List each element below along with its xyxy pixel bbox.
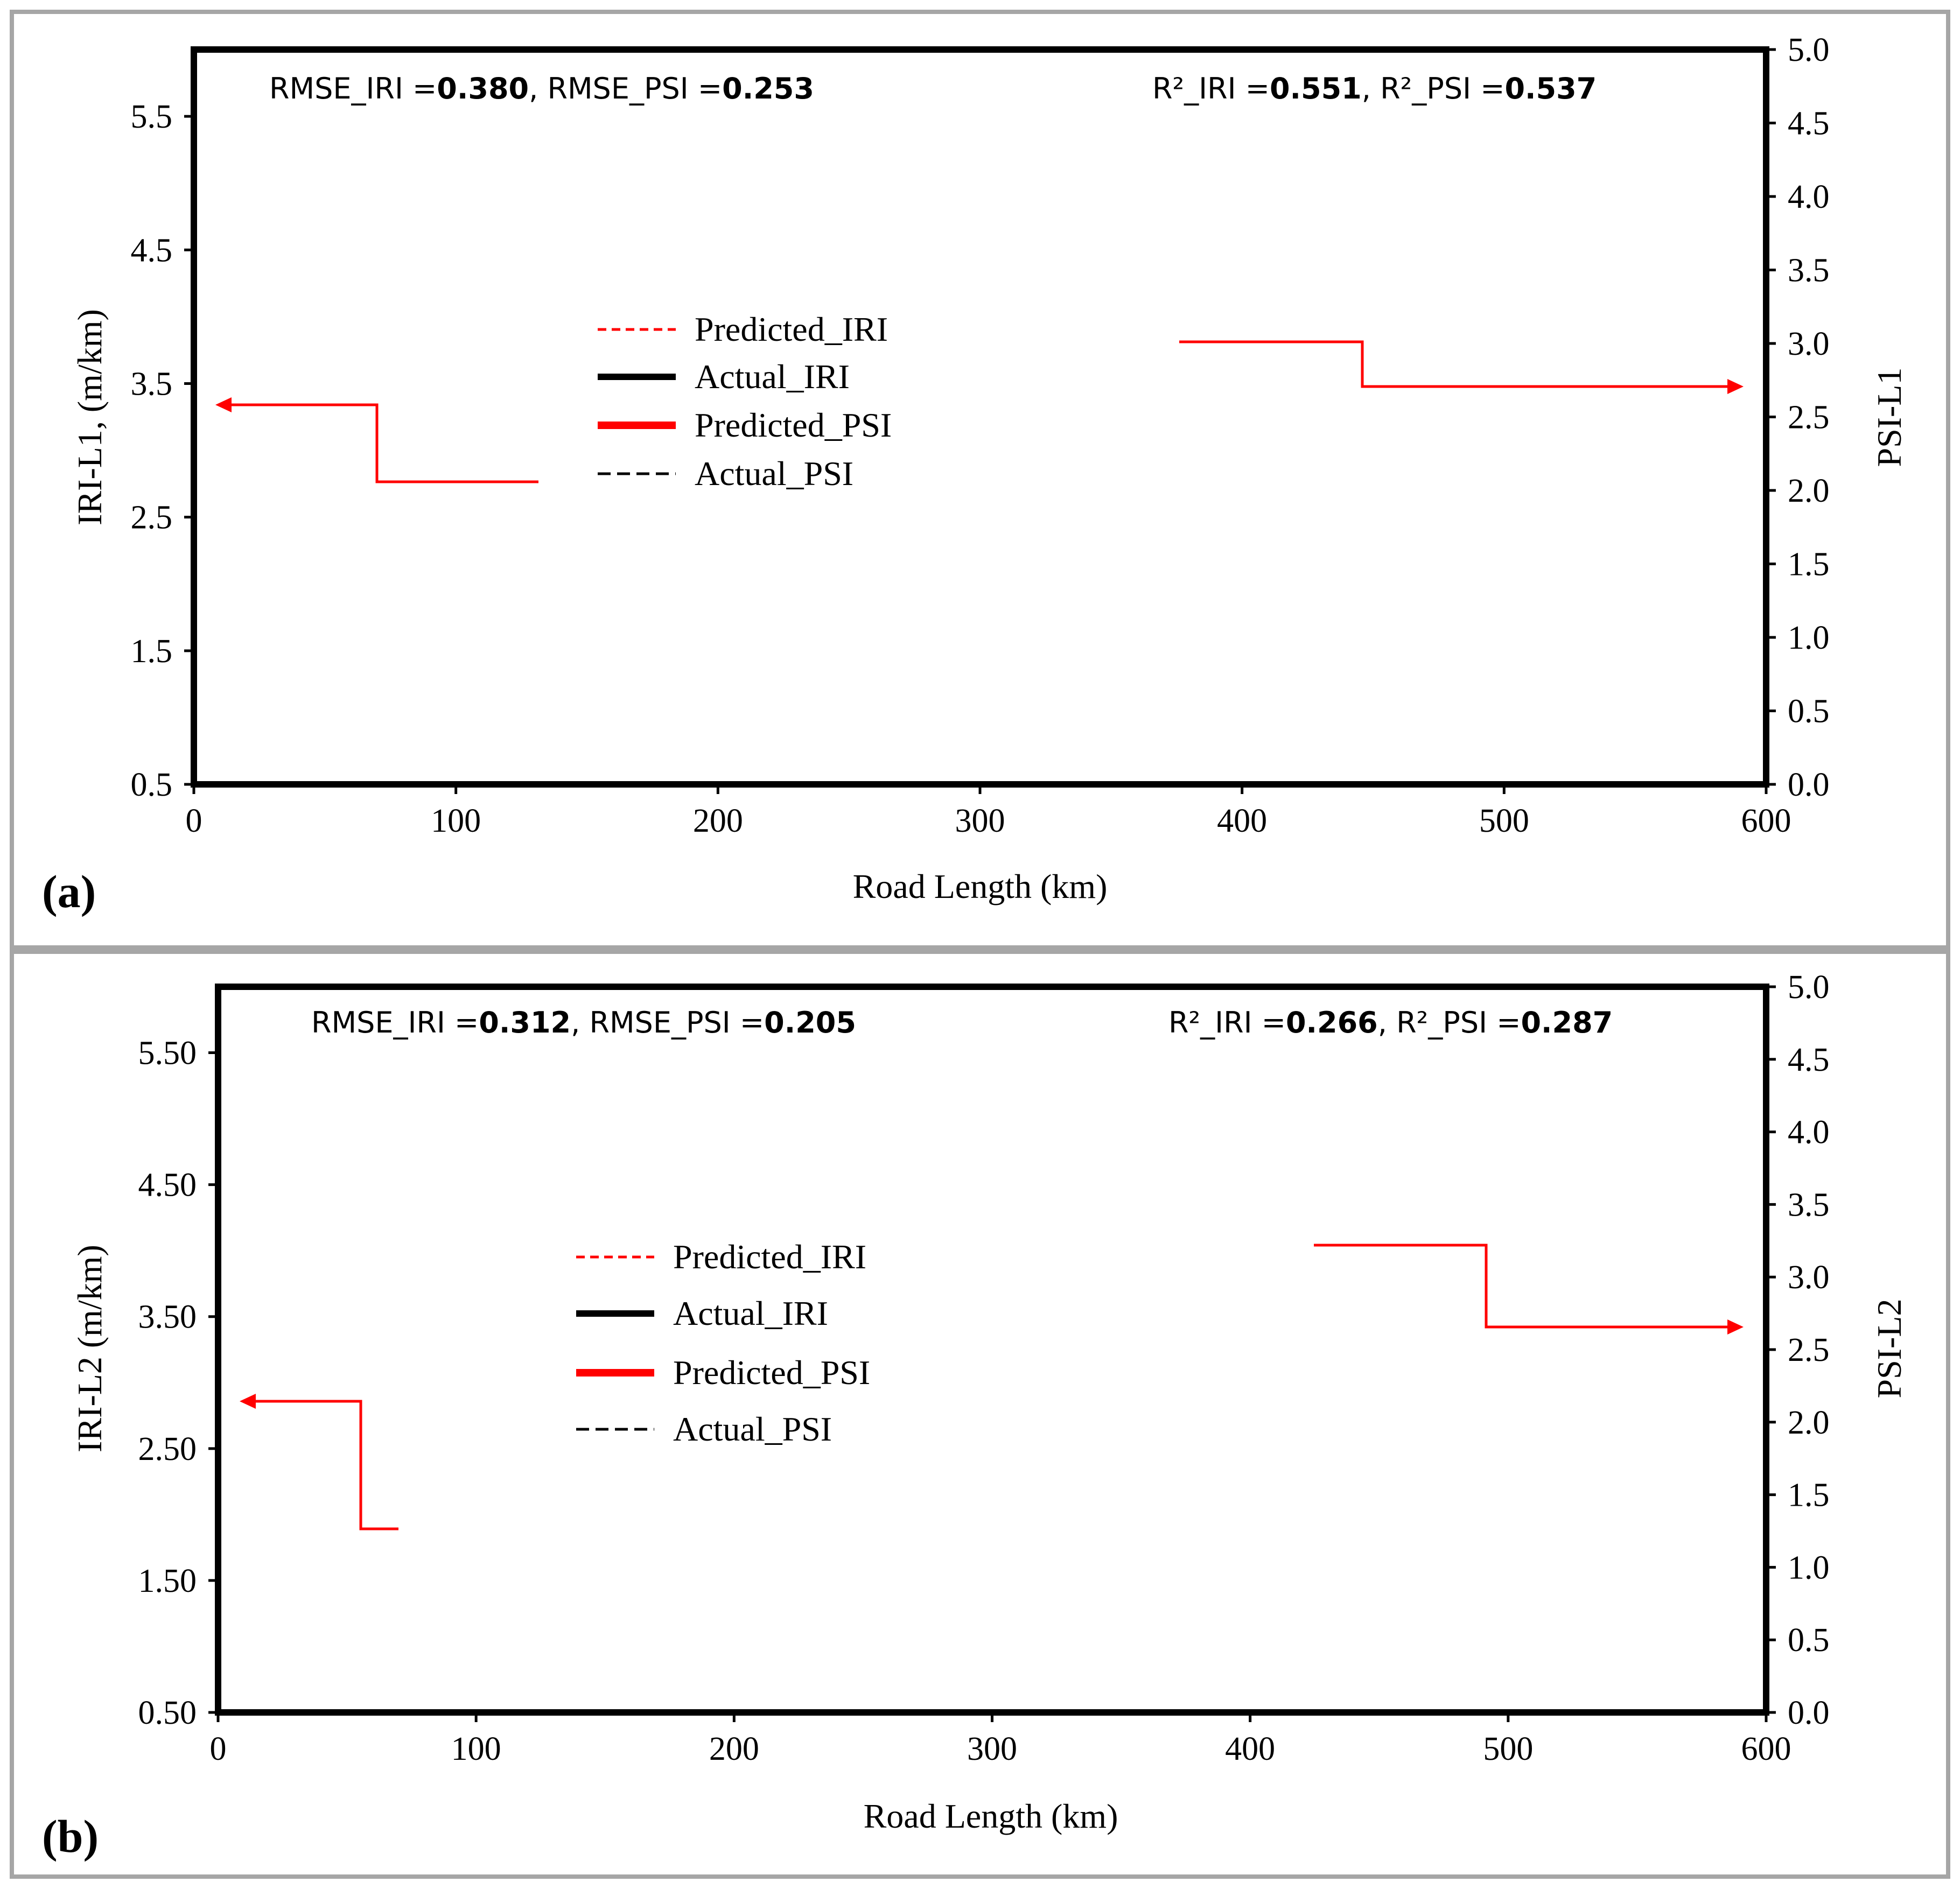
x-tick-label: 300 (955, 803, 1005, 839)
x-tick-label: 400 (1217, 803, 1267, 839)
x-tick-label: 0 (210, 1731, 227, 1767)
y2-tick-label: 4.0 (1788, 1114, 1830, 1151)
y2-tick-label: 4.5 (1788, 106, 1830, 142)
panel-b-rmse-iri-label: RMSE_IRI = (311, 1006, 479, 1040)
y-tick-label: 4.50 (138, 1167, 197, 1204)
y2-tick-label: 0.5 (1788, 1622, 1830, 1659)
panel-b-r2-iri-value: 0.266 (1286, 1006, 1378, 1040)
y-tick-label: 5.50 (138, 1035, 197, 1072)
panel-a-y2-axis-title: PSI-L1 (1870, 368, 1908, 467)
panel-b-y-axis-title: IRI-L2 (m/km) (71, 1245, 109, 1452)
y-tick-label: 0.5 (131, 767, 173, 803)
panel-b-rmse-text: RMSE_IRI =0.312, RMSE_PSI =0.205 (311, 1006, 856, 1040)
panel-a-psi-axis-arrow (1179, 340, 1744, 394)
panel-b-x-axis-title: Road Length (km) (864, 1797, 1118, 1835)
y2-tick-label: 0.0 (1788, 767, 1830, 803)
x-tick-label: 600 (1741, 803, 1791, 839)
panel-b-r2-psi-value: 0.287 (1521, 1006, 1613, 1040)
x-tick-label: 0 (186, 803, 202, 839)
panel-a-rmse-iri-label: RMSE_IRI = (269, 72, 437, 106)
x-tick-label: 100 (451, 1731, 501, 1767)
panel-b-legend: Predicted_IRI Actual_IRI Predicted_PSI A… (576, 1238, 870, 1448)
y-tick-label: 1.5 (131, 633, 173, 670)
panel-a-r2-iri-label: R²_IRI = (1152, 72, 1270, 106)
y2-tick-label: 3.0 (1788, 1259, 1830, 1296)
panel-a-rmse-psi-label: , RMSE_PSI = (529, 72, 722, 106)
panel-a-plot-area (191, 46, 1769, 788)
y-tick-label: 1.50 (138, 1563, 197, 1599)
x-tick-label: 600 (1741, 1731, 1791, 1767)
panel-a-r2-text: R²_IRI =0.551, R²_PSI =0.537 (1152, 72, 1597, 106)
panel-a-label: (a) (42, 866, 96, 917)
y2-tick-label: 3.5 (1788, 252, 1830, 289)
panel-a-rmse-psi-value: 0.253 (722, 72, 814, 106)
panel-b-rmse-iri-value: 0.312 (479, 1006, 571, 1040)
y2-tick-label: 2.5 (1788, 399, 1830, 436)
panel-b-psi-axis-arrow (1314, 1244, 1744, 1335)
panel-b-rmse-psi-value: 0.205 (764, 1006, 856, 1040)
legend-label-actual-psi: Actual_PSI (695, 454, 853, 493)
y2-tick-label: 1.5 (1788, 1477, 1830, 1514)
y2-tick-label: 1.0 (1788, 1549, 1830, 1586)
panel-a-rmse-text: RMSE_IRI =0.380, RMSE_PSI =0.253 (269, 72, 814, 106)
legend-label-predicted-psi: Predicted_PSI (673, 1353, 870, 1392)
panel-a-r2-iri-value: 0.551 (1270, 72, 1362, 106)
y-tick-label: 2.50 (138, 1431, 197, 1467)
panel-a-legend: Predicted_IRI Actual_IRI Predicted_PSI A… (598, 310, 892, 493)
legend-label-predicted-iri: Predicted_IRI (673, 1238, 866, 1276)
y-tick-label: 5.5 (131, 99, 173, 135)
panel-a-r2-psi-value: 0.537 (1504, 72, 1597, 106)
x-tick-label: 500 (1483, 1731, 1533, 1767)
panel-a-ticks: 0 100 200 300 400 500 600 0.5 1.5 2.5 3.5 4.5 5.5 0.0… (131, 32, 1830, 839)
panel-b-ticks: 0 100 200 300 400 500 600 0.50 1.50 2.50 3.50 4.50 5… (138, 969, 1830, 1767)
y-tick-label: 0.50 (138, 1695, 197, 1731)
y2-tick-label: 4.5 (1788, 1042, 1830, 1078)
panel-b: 0 100 200 300 400 500 600 0.50 1.50 2.50 3.50 4.50 5… (10, 950, 1950, 1879)
y2-tick-label: 2.5 (1788, 1332, 1830, 1368)
panel-a-x-axis-title: Road Length (km) (853, 867, 1108, 905)
y2-tick-label: 5.0 (1788, 969, 1830, 1006)
panel-a: 0 100 200 300 400 500 600 0.5 1.5 2.5 3.5 4.5 5.5 0.0… (10, 10, 1950, 950)
x-tick-label: 500 (1479, 803, 1529, 839)
panel-b-plot-area (215, 984, 1769, 1716)
panel-a-iri-axis-arrow (215, 397, 538, 483)
y2-tick-label: 4.0 (1788, 179, 1830, 215)
legend-label-predicted-iri: Predicted_IRI (695, 310, 888, 348)
y2-tick-label: 1.5 (1788, 546, 1830, 583)
y-tick-label: 4.5 (131, 232, 173, 269)
x-tick-label: 400 (1225, 1731, 1275, 1767)
y-tick-label: 3.5 (131, 366, 173, 402)
y-tick-label: 2.5 (131, 500, 173, 536)
y2-tick-label: 1.0 (1788, 620, 1830, 656)
x-tick-label: 200 (709, 1731, 759, 1767)
y-tick-label: 3.50 (138, 1299, 197, 1336)
panel-b-iri-axis-arrow (240, 1394, 398, 1530)
legend-label-actual-iri: Actual_IRI (673, 1294, 828, 1332)
y2-tick-label: 5.0 (1788, 32, 1830, 68)
y2-tick-label: 3.5 (1788, 1186, 1830, 1223)
x-tick-label: 200 (693, 803, 743, 839)
panel-a-r2-psi-label: , R²_PSI = (1362, 72, 1505, 106)
y2-tick-label: 2.0 (1788, 473, 1830, 509)
panel-a-y-axis-title: IRI-L1, (m/km) (71, 309, 109, 525)
panel-b-r2-text: R²_IRI =0.266, R²_PSI =0.287 (1168, 1006, 1613, 1040)
y2-tick-label: 0.5 (1788, 693, 1830, 730)
panel-b-label: (b) (42, 1810, 99, 1862)
panel-b-rmse-psi-label: , RMSE_PSI = (571, 1006, 764, 1040)
legend-label-actual-psi: Actual_PSI (673, 1410, 832, 1448)
panel-b-r2-iri-label: R²_IRI = (1168, 1006, 1286, 1040)
x-tick-label: 300 (967, 1731, 1017, 1767)
panel-a-rmse-iri-value: 0.380 (437, 72, 529, 106)
y2-tick-label: 2.0 (1788, 1405, 1830, 1441)
x-tick-label: 100 (431, 803, 481, 839)
panel-b-y2-axis-title: PSI-L2 (1870, 1299, 1908, 1399)
legend-label-actual-iri: Actual_IRI (695, 357, 850, 396)
y2-tick-label: 3.0 (1788, 326, 1830, 362)
panel-b-r2-psi-label: , R²_PSI = (1378, 1006, 1521, 1040)
y2-tick-label: 0.0 (1788, 1695, 1830, 1731)
legend-label-predicted-psi: Predicted_PSI (695, 406, 892, 444)
